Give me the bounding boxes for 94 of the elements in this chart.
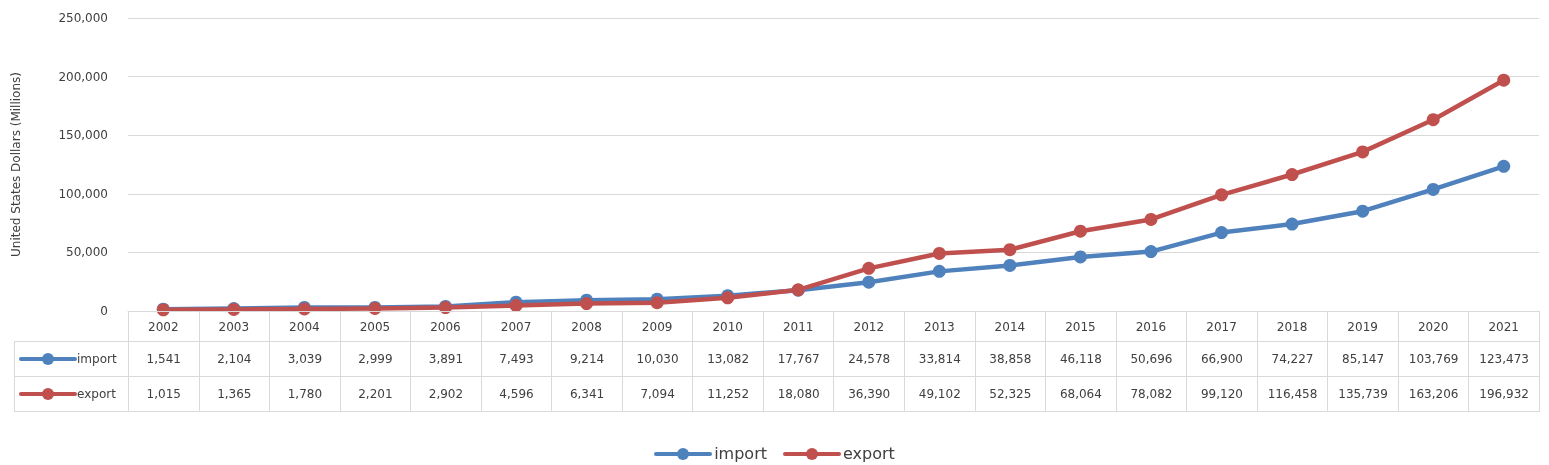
data-label: 46,118	[1045, 341, 1117, 377]
data-label: 103,769	[1398, 341, 1469, 377]
data-label: 1,541	[128, 341, 200, 377]
data-label: 2,902	[410, 376, 482, 412]
data-label: 2,104	[199, 341, 270, 377]
point	[1356, 145, 1370, 159]
x-tick-label: 2010	[712, 320, 743, 334]
data-label: 38,858	[975, 341, 1046, 377]
x-tick-label: 2020	[1417, 320, 1449, 334]
data-label: 17,767	[763, 341, 834, 377]
x-tick-label: 2007	[500, 320, 532, 334]
data-label: 163,206	[1398, 376, 1469, 412]
data-label: 9,214	[551, 341, 623, 377]
data-label: 10,030	[622, 341, 693, 377]
y-tick-label: 150,000	[58, 128, 108, 143]
point	[1356, 204, 1370, 218]
legend-label: export	[77, 386, 116, 401]
data-label: 66,900	[1186, 341, 1258, 377]
data-label: 85,147	[1327, 341, 1399, 377]
point	[1215, 226, 1229, 240]
point	[1285, 217, 1299, 231]
point	[509, 299, 523, 313]
data-label: 6,341	[551, 376, 623, 412]
data-label: 24,578	[833, 341, 905, 377]
data-label: 1,780	[269, 376, 341, 412]
point	[1426, 113, 1440, 127]
data-label: 2,999	[340, 341, 411, 377]
x-tick-label: 2015	[1065, 320, 1096, 334]
point	[1497, 159, 1511, 173]
y-tick-label: 50,000	[66, 245, 108, 260]
data-label: 1,365	[199, 376, 270, 412]
data-label: 3,891	[410, 341, 482, 377]
point	[650, 296, 664, 310]
data-label: 49,102	[904, 376, 976, 412]
point	[862, 275, 876, 289]
x-tick-label: 2011	[782, 320, 814, 334]
data-label: 7,493	[481, 341, 552, 377]
x-tick-label: 2012	[853, 320, 885, 334]
x-tick-label: 2016	[1135, 320, 1167, 334]
data-label: 50,696	[1116, 341, 1187, 377]
y-axis-title: United States Dollars (Millions)	[9, 72, 23, 257]
data-label: 13,082	[692, 341, 764, 377]
x-tick-label: 2014	[994, 320, 1026, 334]
data-label: 78,082	[1116, 376, 1187, 412]
point	[1144, 245, 1158, 259]
y-tick-label: 250,000	[58, 11, 108, 25]
x-tick-label: 2002	[148, 320, 179, 334]
x-tick-label: 2018	[1276, 320, 1308, 334]
point	[1073, 224, 1087, 238]
data-label: 74,227	[1257, 341, 1328, 377]
data-label: 68,064	[1045, 376, 1117, 412]
data-label: 135,739	[1327, 376, 1399, 412]
data-label: 52,325	[975, 376, 1046, 412]
x-tick-label: 2008	[571, 320, 602, 334]
point	[1215, 188, 1229, 202]
data-label: 3,039	[269, 341, 341, 377]
legend-label: import	[77, 351, 117, 366]
data-label: 18,080	[763, 376, 834, 412]
x-tick-label: 2006	[430, 320, 461, 334]
x-tick-label: 2009	[641, 320, 673, 334]
point	[1073, 250, 1087, 264]
x-tick-label: 2017	[1206, 320, 1237, 334]
point	[932, 246, 946, 260]
data-label: 116,458	[1257, 376, 1328, 412]
text: import	[714, 444, 767, 463]
point	[932, 264, 946, 278]
point	[1003, 243, 1017, 257]
point	[862, 261, 876, 275]
x-tick-label: 2004	[289, 320, 320, 334]
x-tick-label: 2003	[218, 320, 250, 334]
data-label: 1,015	[128, 376, 200, 412]
data-label: 123,473	[1468, 341, 1540, 377]
data-label: 99,120	[1186, 376, 1258, 412]
x-tick-label: 2021	[1488, 320, 1519, 334]
x-tick-label: 2013	[924, 320, 955, 334]
x-tick-label: 2005	[359, 320, 391, 334]
point	[1144, 212, 1158, 226]
data-label: 4,596	[481, 376, 552, 412]
data-label: 11,252	[692, 376, 764, 412]
text: export	[843, 444, 895, 463]
y-tick-label: 200,000	[58, 69, 108, 84]
point	[1285, 168, 1299, 182]
point	[580, 297, 594, 311]
point	[1426, 182, 1440, 196]
y-tick-label: 0	[100, 304, 108, 318]
x-tick-label: 2019	[1347, 320, 1378, 334]
data-label: 33,814	[904, 341, 976, 377]
data-label: 7,094	[622, 376, 693, 412]
point	[1497, 73, 1511, 87]
data-label: 196,932	[1468, 376, 1540, 412]
data-label: 2,201	[340, 376, 411, 412]
data-label: 36,390	[833, 376, 905, 412]
y-tick-label: 100,000	[58, 186, 108, 201]
point	[1003, 258, 1017, 272]
